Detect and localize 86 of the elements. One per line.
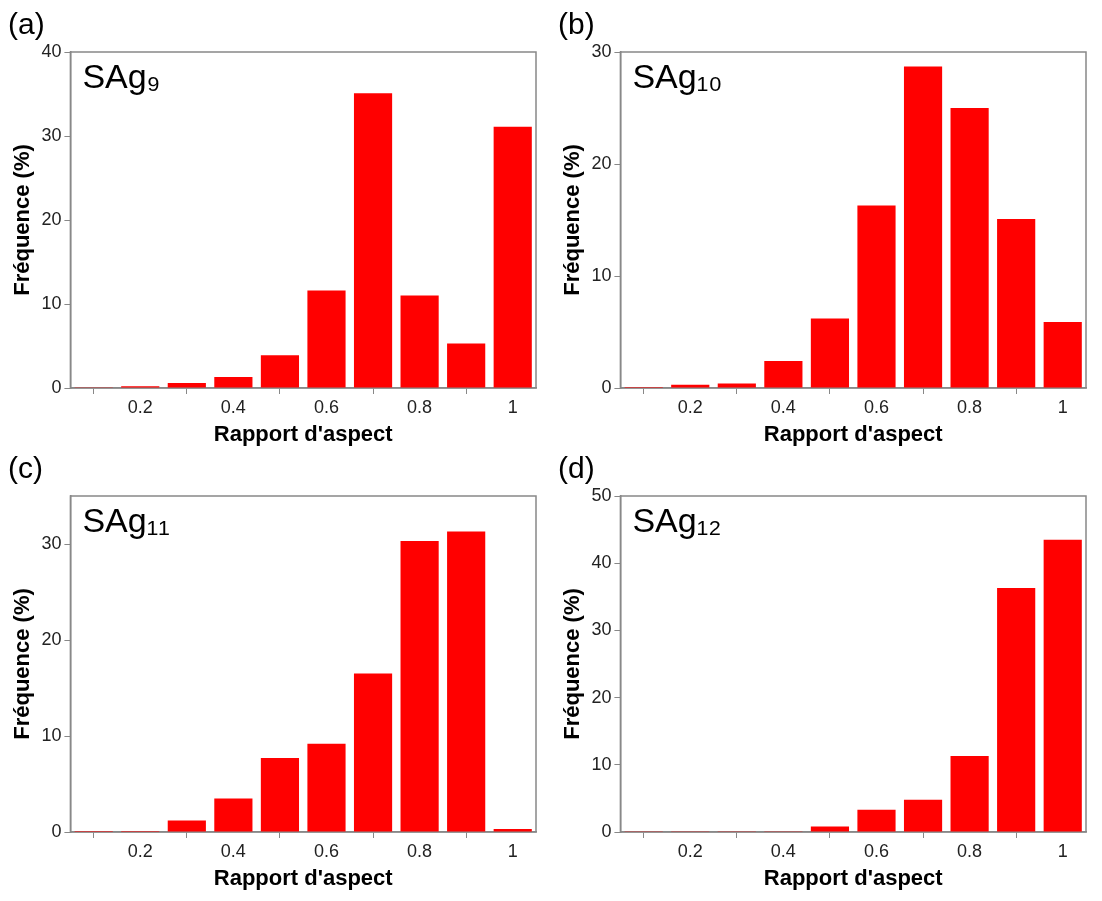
- x-tick-label: 0.4: [770, 840, 796, 861]
- x-tick-label: 0.2: [677, 840, 703, 861]
- x-tick-label: 1: [1057, 840, 1068, 861]
- bar: [997, 218, 1036, 388]
- bar: [717, 383, 756, 388]
- bar: [671, 384, 710, 388]
- x-tick-label: 0.8: [957, 840, 983, 861]
- bar: [1043, 539, 1082, 832]
- y-tick-label: 20: [41, 208, 62, 229]
- bar: [857, 809, 896, 832]
- x-tick-label: 0.4: [220, 840, 246, 861]
- bar: [950, 756, 989, 832]
- bar: [950, 108, 989, 388]
- x-axis-title: Rapport d'aspect: [763, 420, 944, 446]
- bar: [764, 361, 803, 388]
- y-tick-label: 0: [51, 376, 62, 397]
- x-tick-label: 0.8: [407, 396, 433, 417]
- x-tick-label: 0.2: [127, 396, 153, 417]
- x-tick-label: 0.4: [770, 396, 796, 417]
- x-tick-label: 1: [1057, 396, 1068, 417]
- x-tick-label: 0.4: [220, 396, 246, 417]
- x-tick-label: 0.8: [407, 840, 433, 861]
- x-tick-label: 0.8: [957, 396, 983, 417]
- y-tick-label: 10: [591, 753, 612, 774]
- bar: [493, 126, 532, 388]
- annotation: SAg₁₂: [632, 501, 722, 540]
- chart-title: (d): [558, 451, 595, 485]
- y-axis-title: Fréquence (%): [559, 144, 585, 296]
- y-tick-label: 20: [591, 152, 612, 173]
- x-tick-label: 0.6: [863, 840, 890, 861]
- annotation: SAg₁₁: [82, 501, 170, 540]
- annotation: SAg₁₀: [632, 57, 723, 96]
- bar: [447, 343, 486, 388]
- bar: [447, 531, 486, 832]
- bar: [260, 758, 300, 832]
- annotation: SAg₉: [82, 57, 161, 96]
- y-tick-label: 20: [41, 628, 62, 649]
- bar: [353, 673, 393, 832]
- x-axis-title: Rapport d'aspect: [213, 864, 394, 890]
- x-tick-label: 0.2: [127, 840, 153, 861]
- x-tick-label: 0.2: [677, 396, 703, 417]
- y-tick-label: 0: [51, 820, 62, 841]
- chart-title: (a): [8, 7, 45, 41]
- x-axis-title: Rapport d'aspect: [763, 864, 944, 890]
- bar: [214, 798, 253, 832]
- bar: [260, 355, 300, 388]
- bar: [400, 541, 439, 832]
- y-tick-label: 30: [591, 40, 612, 61]
- bar: [903, 799, 943, 832]
- y-tick-label: 0: [601, 820, 612, 841]
- bar: [493, 829, 532, 832]
- x-axis-title: Rapport d'aspect: [213, 420, 394, 446]
- bar: [307, 743, 346, 832]
- y-tick-label: 40: [41, 40, 62, 61]
- y-tick-label: 30: [591, 619, 612, 640]
- bar: [400, 295, 439, 388]
- bar: [307, 290, 346, 388]
- y-axis-title: Fréquence (%): [9, 588, 35, 740]
- y-tick-label: 50: [591, 484, 612, 505]
- y-tick-label: 10: [591, 264, 612, 285]
- y-axis-title: Fréquence (%): [559, 588, 585, 740]
- chart-title: (c): [8, 451, 43, 485]
- x-tick-label: 0.6: [313, 396, 340, 417]
- bar: [810, 318, 850, 388]
- bar: [903, 66, 943, 388]
- y-axis-title: Fréquence (%): [9, 144, 35, 296]
- y-tick-label: 30: [41, 124, 62, 145]
- y-tick-label: 40: [591, 552, 612, 573]
- bar: [1043, 321, 1082, 388]
- x-tick-label: 0.6: [863, 396, 890, 417]
- y-tick-label: 10: [41, 724, 62, 745]
- bar: [214, 377, 253, 388]
- bar: [810, 826, 850, 832]
- y-tick-label: 20: [591, 686, 612, 707]
- y-tick-label: 30: [41, 532, 62, 553]
- x-tick-label: 1: [507, 840, 518, 861]
- y-tick-label: 0: [601, 376, 612, 397]
- bar: [997, 588, 1036, 832]
- y-tick-label: 10: [41, 292, 62, 313]
- chart-title: (b): [558, 7, 595, 41]
- x-tick-label: 1: [507, 396, 518, 417]
- bar: [353, 93, 393, 388]
- x-tick-label: 0.6: [313, 840, 340, 861]
- bar: [857, 205, 896, 388]
- bar: [167, 820, 206, 832]
- bar: [167, 382, 206, 388]
